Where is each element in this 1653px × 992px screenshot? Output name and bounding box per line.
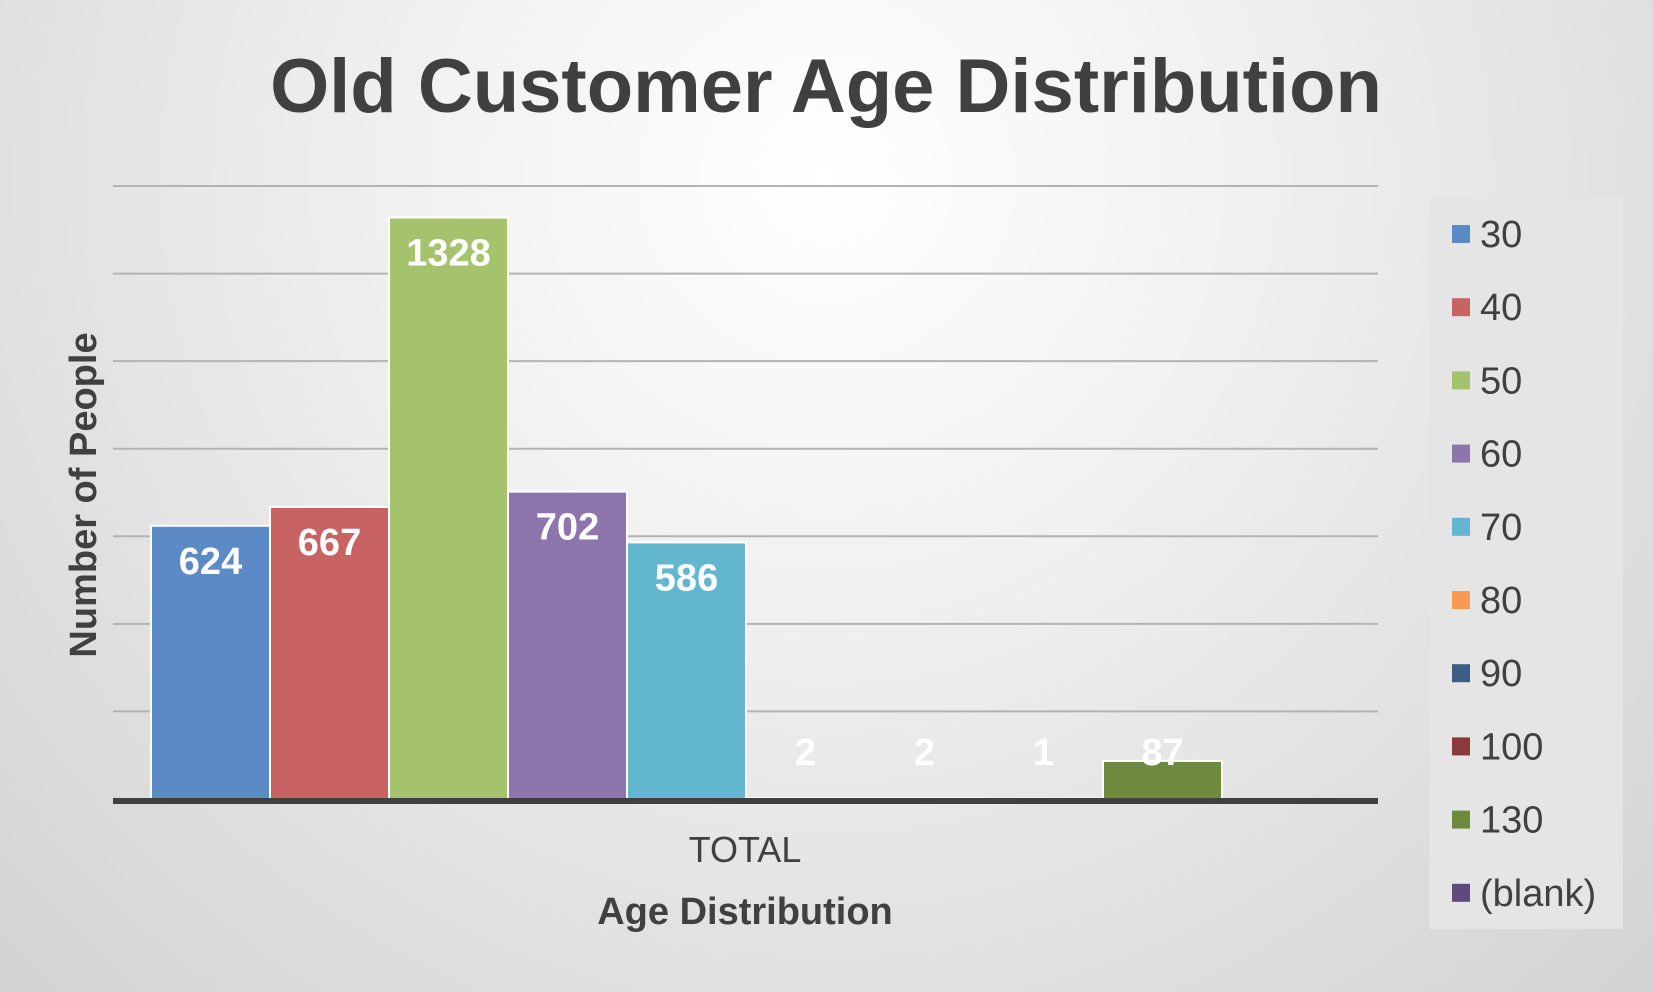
data-label-50: 1328 <box>406 233 491 275</box>
legend-swatch-70 <box>1452 517 1470 536</box>
legend: 30 40 50 60 70 80 90 100 130 (blank) <box>1452 214 1596 915</box>
data-label-130: 87 <box>1141 732 1183 774</box>
legend-swatch-130 <box>1452 810 1470 829</box>
data-labels: 624 667 1328 702 586 2 2 1 87 <box>179 233 1184 774</box>
legend-label-90: 90 <box>1480 653 1522 695</box>
data-label-40: 667 <box>298 522 361 564</box>
bar-50[interactable] <box>388 216 509 801</box>
legend-label-130: 130 <box>1480 800 1543 842</box>
chart-title: Old Customer Age Distribution <box>270 44 1382 129</box>
legend-label-(blank): (blank) <box>1480 873 1596 915</box>
bar-60[interactable] <box>507 490 628 800</box>
data-label-30: 624 <box>179 541 242 583</box>
bar-70[interactable] <box>626 541 747 800</box>
x-tick-label: TOTAL <box>689 829 802 870</box>
legend-swatch-(blank) <box>1452 883 1470 902</box>
legend-label-60: 60 <box>1480 434 1522 476</box>
legend-label-30: 30 <box>1480 214 1522 256</box>
data-label-70: 586 <box>655 557 718 599</box>
legend-label-100: 100 <box>1480 726 1543 768</box>
legend-box <box>1429 198 1623 929</box>
y-axis-title: Number of People <box>63 332 105 657</box>
legend-swatch-40 <box>1452 298 1470 317</box>
x-axis-title: Age Distribution <box>597 891 893 933</box>
legend-swatch-30 <box>1452 225 1470 243</box>
legend-swatch-80 <box>1452 591 1470 609</box>
data-label-60: 702 <box>536 507 599 549</box>
legend-swatch-50 <box>1452 371 1470 390</box>
legend-swatch-60 <box>1452 444 1470 463</box>
legend-label-40: 40 <box>1480 287 1522 329</box>
data-label-90: 2 <box>914 732 935 774</box>
legend-swatch-100 <box>1452 737 1470 756</box>
legend-label-80: 80 <box>1480 580 1522 622</box>
data-label-80: 2 <box>795 732 816 774</box>
bar-40[interactable] <box>269 505 390 800</box>
data-label-100: 1 <box>1033 732 1054 774</box>
legend-label-50: 50 <box>1480 360 1522 402</box>
legend-label-70: 70 <box>1480 507 1522 549</box>
legend-swatch-90 <box>1452 664 1470 683</box>
bar-series <box>150 216 1223 801</box>
